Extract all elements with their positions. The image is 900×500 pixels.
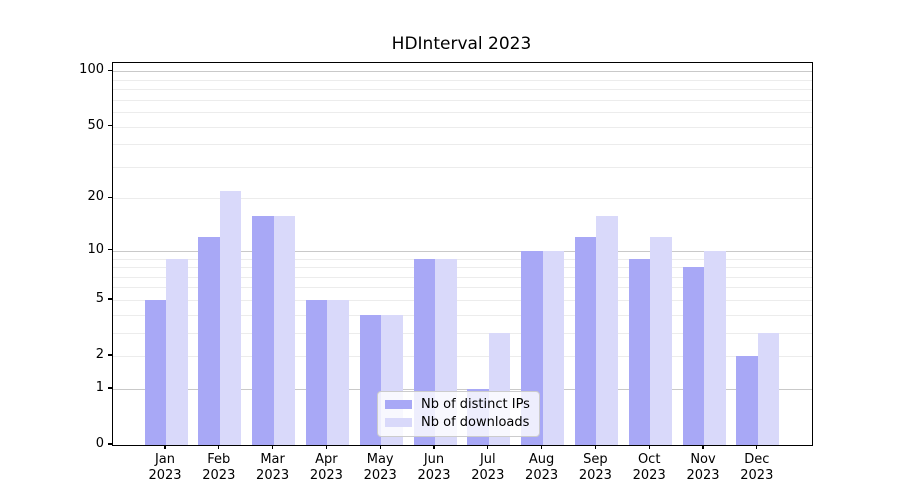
legend-label-distinct-ips: Nb of distinct IPs (421, 397, 530, 412)
legend-label-downloads: Nb of downloads (421, 415, 530, 430)
bar-nb-of-distinct-ips-mar (252, 215, 274, 445)
gridline-minor-50 (113, 126, 812, 128)
x-tick-mark-jan (164, 445, 166, 449)
x-tick-label-month-aug: Aug (528, 452, 555, 467)
gridline-minor-30 (113, 166, 812, 168)
gridline-minor-9 (113, 258, 812, 260)
bar-nb-of-downloads-nov (704, 250, 726, 445)
x-tick-mark-aug (540, 445, 543, 449)
y-tick-mark-10 (108, 249, 112, 251)
bar-nb-of-downloads-feb (219, 191, 242, 445)
x-tick-mark-sep (594, 445, 597, 449)
gridline-minor-8 (113, 267, 812, 268)
gridline-major-1 (113, 388, 812, 390)
x-tick-label-month-oct: Oct (637, 452, 661, 467)
x-tick-label-year-jan: 2023 (148, 468, 182, 483)
bar-nb-of-downloads-aug (542, 250, 565, 445)
gridline-minor-6 (113, 287, 812, 289)
x-tick-label-month-mar: Mar (260, 452, 285, 467)
x-tick-mark-nov (702, 445, 704, 449)
bar-nb-of-downloads-mar (273, 215, 296, 445)
legend-item-distinct-ips: Nb of distinct IPs (385, 397, 530, 412)
y-tick-mark-5 (108, 298, 112, 300)
x-tick-label-month-feb: Feb (207, 452, 231, 467)
legend-swatch-downloads (385, 418, 412, 427)
x-tick-label-year-nov: 2023 (686, 468, 720, 483)
gridline-minor-4 (113, 314, 812, 316)
bar-nb-of-distinct-ips-apr (305, 299, 328, 445)
x-tick-mark-mar (271, 445, 274, 449)
x-tick-mark-may (379, 445, 381, 449)
legend-swatch-distinct-ips (385, 400, 412, 409)
y-tick-mark-1 (108, 387, 112, 389)
bar-nb-of-distinct-ips-jan (144, 299, 166, 445)
x-tick-label-month-nov: Nov (690, 452, 716, 467)
gridline-major-10 (113, 250, 812, 252)
x-tick-label-month-jul: Jul (479, 452, 496, 467)
x-tick-label-month-jan: Jan (154, 452, 176, 467)
y-tick-mark-20 (108, 196, 112, 199)
y-tick-label-50: 50 (87, 117, 104, 133)
y-tick-label-10: 10 (87, 241, 104, 257)
x-tick-label-year-apr: 2023 (309, 468, 343, 483)
gridline-minor-7 (113, 276, 812, 278)
gridline-minor-70 (113, 99, 812, 101)
x-tick-label-year-dec: 2023 (740, 468, 774, 483)
gridline-minor-90 (113, 79, 812, 81)
x-tick-label-month-apr: Apr (315, 452, 338, 467)
gridline-minor-3 (113, 332, 812, 334)
x-tick-label-year-mar: 2023 (256, 468, 290, 483)
bar-nb-of-distinct-ips-feb (198, 237, 220, 445)
chart-title: HDInterval 2023 (391, 34, 532, 54)
gridline-major-100 (113, 71, 812, 73)
x-tick-label-month-dec: Dec (744, 452, 770, 467)
bar-nb-of-downloads-dec (757, 332, 780, 445)
x-tick-label-month-sep: Sep (583, 452, 608, 467)
bar-nb-of-distinct-ips-sep (574, 237, 597, 445)
x-tick-mark-jun (433, 445, 435, 449)
gridline-minor-40 (113, 144, 812, 146)
bar-nb-of-distinct-ips-dec (736, 356, 758, 445)
x-tick-mark-apr (325, 445, 328, 449)
legend: Nb of distinct IPs Nb of downloads (377, 391, 540, 437)
x-tick-label-year-oct: 2023 (632, 468, 666, 483)
x-tick-label-year-feb: 2023 (202, 468, 236, 483)
bar-nb-of-downloads-jan (166, 258, 188, 445)
x-tick-mark-feb (218, 445, 220, 449)
plot-area: Nb of distinct IPs Nb of downloads (112, 62, 813, 446)
gridline-minor-5 (113, 299, 812, 301)
x-tick-label-year-jun: 2023 (417, 468, 451, 483)
bar-nb-of-downloads-oct (650, 237, 672, 445)
bar-nb-of-distinct-ips-oct (628, 258, 651, 445)
x-tick-label-month-may: May (366, 452, 394, 467)
y-tick-label-5: 5 (95, 290, 104, 306)
y-tick-label-20: 20 (87, 189, 104, 205)
bar-nb-of-downloads-apr (327, 299, 349, 445)
x-tick-label-month-jun: Jun (423, 452, 445, 467)
gridline-minor-2 (113, 356, 812, 357)
legend-item-downloads: Nb of downloads (385, 415, 530, 430)
x-tick-label-year-aug: 2023 (525, 468, 559, 483)
gridline-minor-60 (113, 112, 812, 113)
bar-nb-of-downloads-sep (596, 215, 618, 445)
bar-nb-of-distinct-ips-may (359, 314, 382, 445)
y-tick-mark-50 (108, 124, 112, 127)
x-tick-label-year-may: 2023 (363, 468, 397, 483)
y-tick-label-0: 0 (95, 436, 104, 451)
y-tick-label-2: 2 (95, 347, 104, 362)
x-tick-label-year-jul: 2023 (471, 468, 505, 483)
y-tick-label-1: 1 (95, 379, 104, 395)
gridline-minor-80 (113, 89, 812, 91)
x-tick-mark-jul (487, 445, 489, 449)
y-tick-mark-2 (108, 354, 112, 356)
x-tick-label-year-sep: 2023 (578, 468, 612, 483)
y-tick-mark-0 (108, 443, 112, 445)
y-tick-mark-100 (108, 69, 112, 71)
x-tick-mark-dec (756, 445, 758, 449)
y-tick-label-100: 100 (79, 62, 104, 78)
gridline-minor-20 (113, 198, 812, 200)
x-tick-mark-oct (648, 445, 650, 449)
bar-nb-of-distinct-ips-nov (682, 267, 704, 445)
